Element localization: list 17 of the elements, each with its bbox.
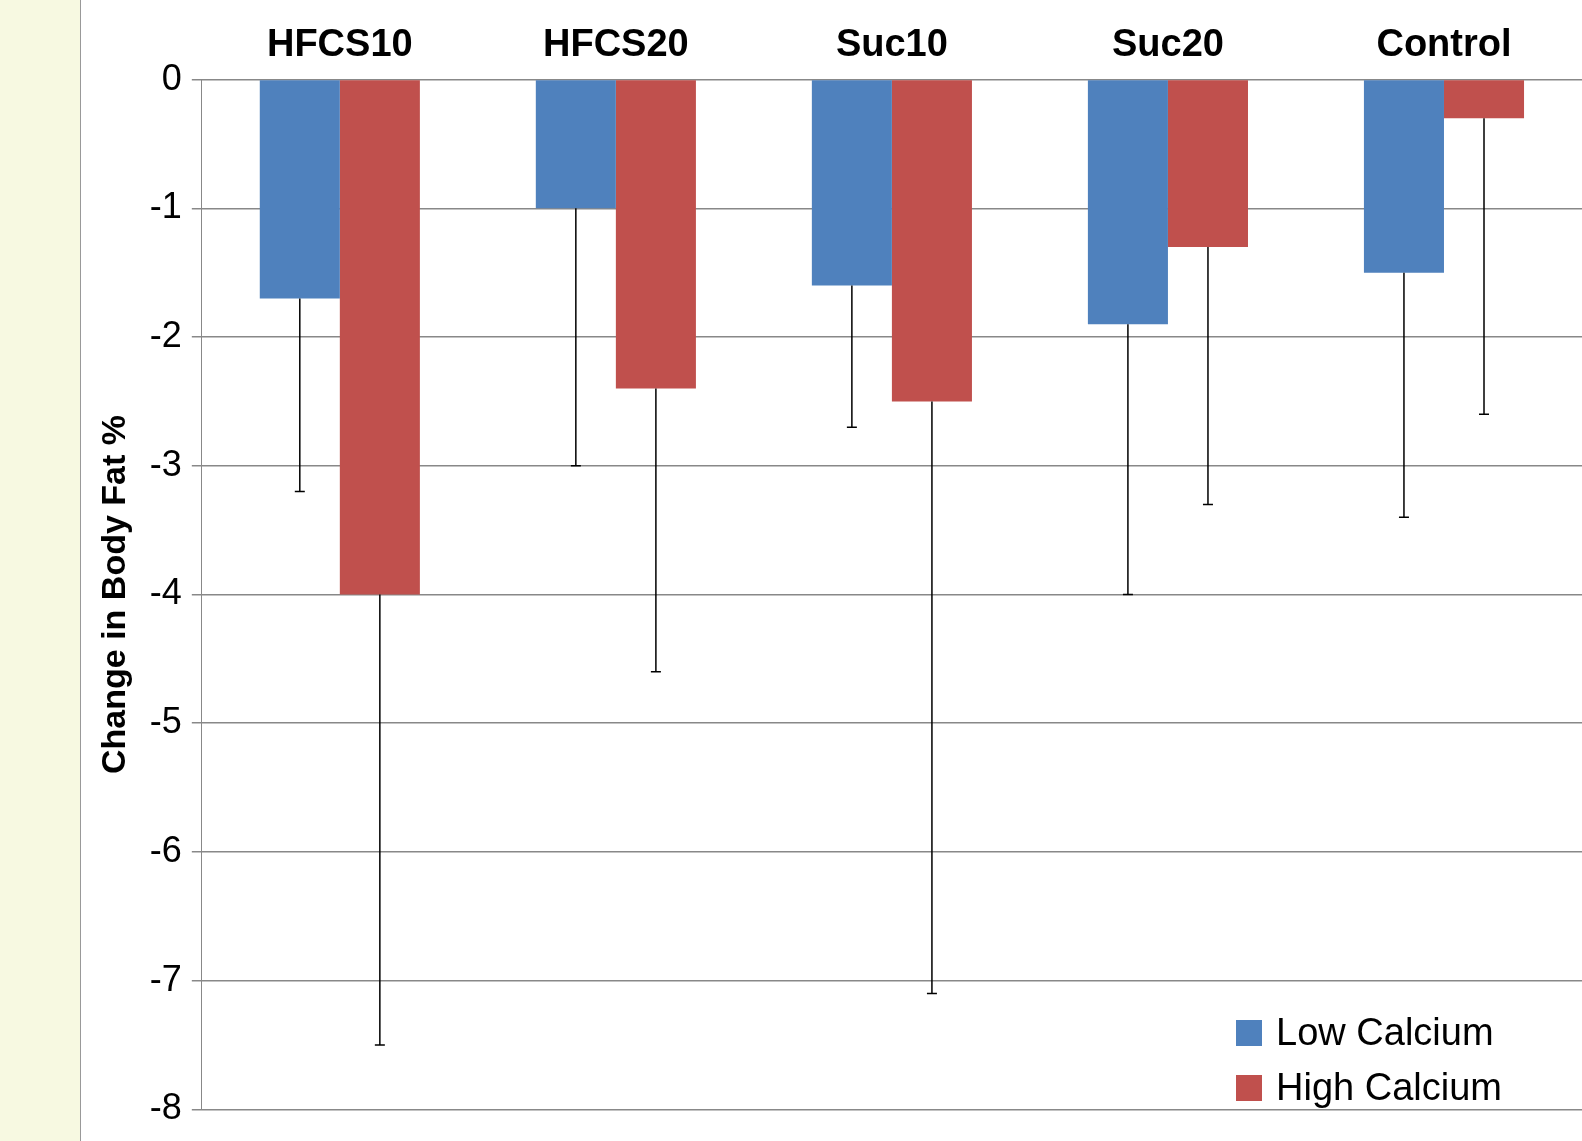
y-tick-label: -1 bbox=[149, 185, 182, 227]
y-tick-label: -4 bbox=[149, 571, 182, 613]
y-tick-label: -8 bbox=[149, 1086, 182, 1128]
y-tick-label: 0 bbox=[161, 56, 182, 98]
y-tick-label: -7 bbox=[149, 957, 182, 999]
y-axis-title: Change in Body Fat % bbox=[93, 415, 132, 774]
x-tick-label: HFCS10 bbox=[266, 22, 413, 65]
x-tick-label: HFCS20 bbox=[543, 22, 689, 65]
x-tick-label: Control bbox=[1376, 22, 1512, 65]
y-tick-label: -5 bbox=[149, 700, 182, 742]
legend-label: Low Calcium bbox=[1276, 1011, 1494, 1054]
x-tick-label: Suc10 bbox=[835, 22, 948, 65]
y-tick-label: -2 bbox=[149, 313, 182, 355]
x-tick-label: Suc20 bbox=[1111, 22, 1224, 65]
legend-label: High Calcium bbox=[1276, 1066, 1502, 1109]
y-tick-label: -6 bbox=[149, 828, 182, 870]
y-tick-label: -3 bbox=[149, 442, 182, 484]
